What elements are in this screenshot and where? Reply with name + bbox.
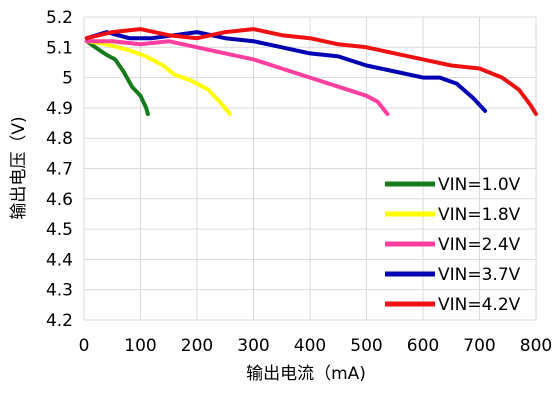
series-line-vin-4-2v [84,27,538,116]
series-line-vin-1-0v [84,39,150,116]
series-line-vin-3-7v [84,30,488,113]
x-tick-label: 400 [294,336,326,356]
x-axis-title: 输出电流（mA) [246,364,366,384]
legend-label: VIN=3.7V [438,265,521,285]
y-tick-label: 4.9 [46,99,73,119]
x-tick-label: 100 [124,336,156,356]
y-tick-label: 4.2 [46,311,73,331]
y-axis-title: 输出电压（V) [9,116,29,219]
x-tick-label: 500 [350,336,382,356]
y-tick-label: 4.5 [46,220,73,240]
y-tick-label: 4.4 [46,250,73,270]
y-axis-ticks: 4.2 4.3 4.4 4.5 4.6 4.7 4.8 4.9 5 5.1 5.2 [46,8,73,331]
x-tick-label: 200 [181,336,213,356]
y-tick-label: 5.2 [46,8,73,28]
x-axis-ticks: 0 100 200 300 400 500 600 700 800 [79,336,553,356]
legend-label: VIN=1.8V [438,205,521,225]
x-tick-label: 600 [407,336,439,356]
series-line-vin-1-8v [84,39,232,116]
x-tick-label: 800 [520,336,552,356]
y-tick-label: 5.1 [46,38,73,58]
series-lines [84,27,538,116]
x-tick-label: 0 [79,336,90,356]
series-line-vin-2-4v [84,39,390,116]
legend: VIN=1.0V VIN=1.8V VIN=2.4V VIN=3.7V VIN=4.2V [385,175,521,315]
y-tick-label: 4.8 [46,129,73,149]
x-tick-label: 300 [237,336,269,356]
y-tick-label: 4.3 [46,281,73,301]
y-tick-label: 5 [62,69,73,89]
grid [83,16,537,321]
legend-label: VIN=2.4V [438,235,521,255]
y-tick-label: 4.7 [46,160,73,180]
y-tick-label: 4.6 [46,190,73,210]
x-tick-label: 700 [463,336,495,356]
legend-label: VIN=4.2V [438,295,521,315]
legend-label: VIN=1.0V [438,175,521,195]
